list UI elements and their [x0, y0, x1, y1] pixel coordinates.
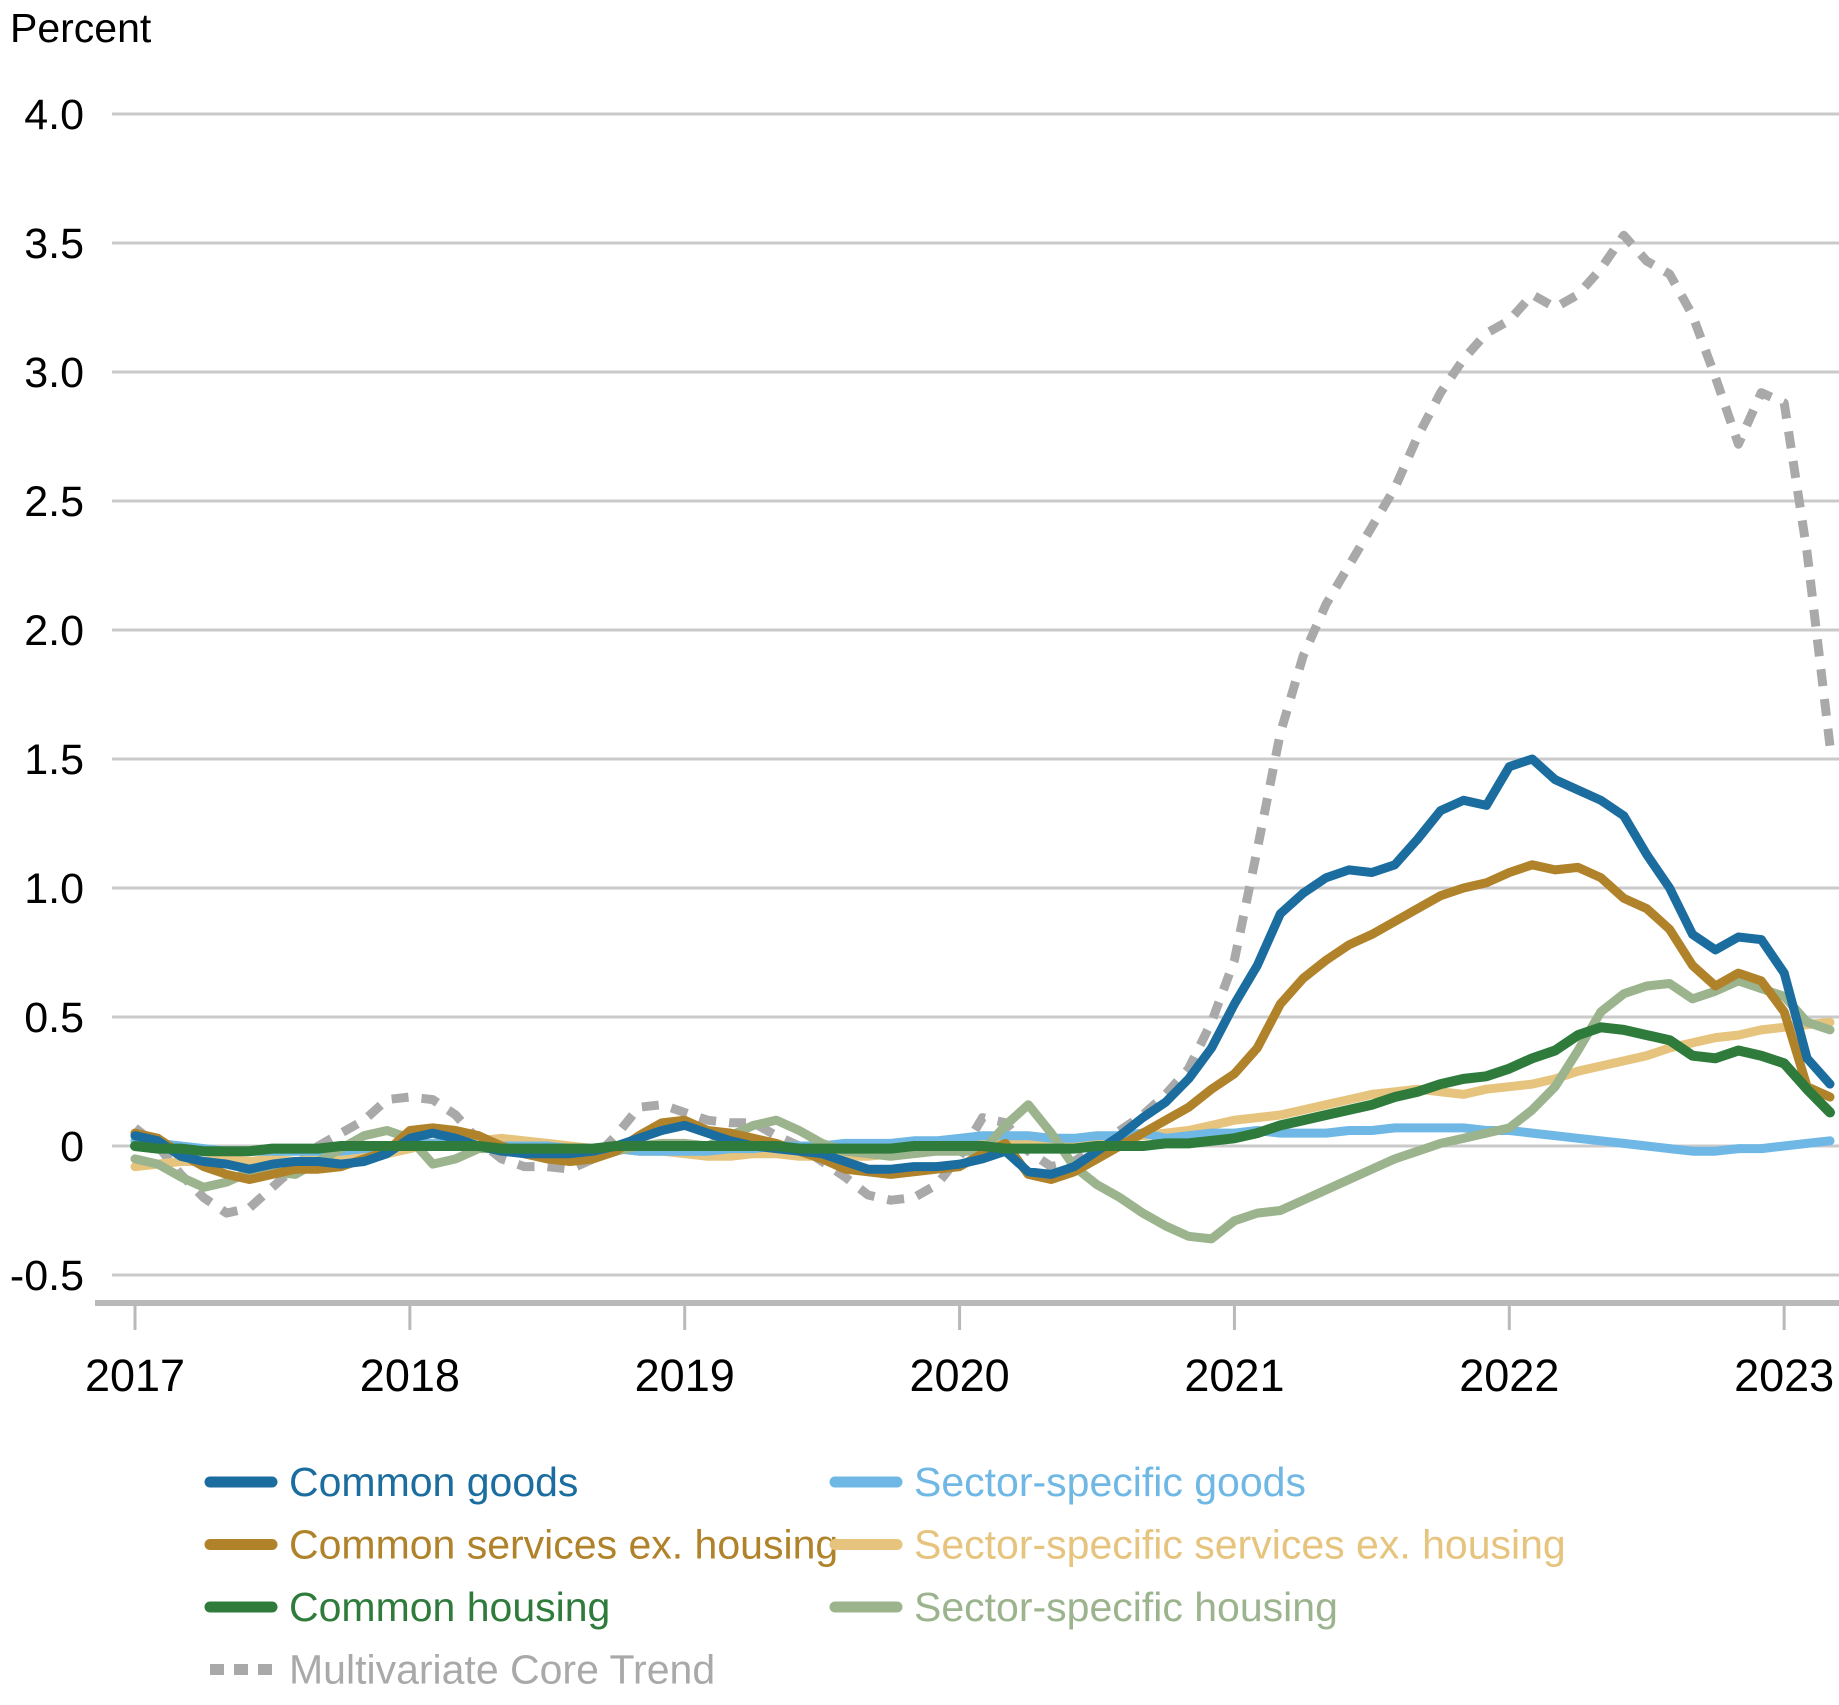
series-line-common_services: [130, 860, 1835, 1184]
y-axis-title: Percent: [10, 5, 152, 51]
y-tick-label: -0.5: [10, 1252, 84, 1300]
series-line-common_goods: [130, 754, 1835, 1179]
series-line-sector_housing: [130, 976, 1835, 1244]
y-tick-label: 3.0: [24, 349, 84, 397]
legend-item-mct: Multivariate Core Trend: [210, 1647, 715, 1693]
y-tick-label: 3.5: [24, 220, 84, 268]
legend-label-sector_housing: Sector-specific housing: [914, 1584, 1338, 1630]
y-tick-label: 4.0: [24, 91, 84, 139]
series-line-mct: [132, 230, 1835, 1218]
legend: Common goods Sector-specific goods Common …: [204, 1459, 1566, 1693]
x-tick-label: 2022: [1459, 1350, 1559, 1401]
legend-item-common_services: Common services ex. housing: [204, 1522, 838, 1568]
x-tick-label: 2019: [635, 1350, 735, 1401]
y-tick-label: 1.0: [24, 865, 84, 913]
legend-item-common_goods: Common goods: [204, 1459, 578, 1505]
legend-item-sector_housing: Sector-specific housing: [829, 1584, 1338, 1630]
legend-label-common_housing: Common housing: [289, 1584, 610, 1630]
legend-item-sector_services: Sector-specific services ex. housing: [829, 1522, 1566, 1568]
y-tick-label: 0.5: [24, 994, 84, 1042]
legend-label-sector_services: Sector-specific services ex. housing: [914, 1522, 1566, 1568]
x-tick-label: 2017: [85, 1350, 185, 1401]
x-tick-label: 2023: [1734, 1350, 1834, 1401]
y-tick-label: 0: [60, 1123, 84, 1171]
legend-label-sector_goods: Sector-specific goods: [914, 1459, 1306, 1505]
legend-item-sector_goods: Sector-specific goods: [829, 1459, 1306, 1505]
series-line-common_housing: [130, 1022, 1835, 1157]
legend-item-common_housing: Common housing: [204, 1584, 610, 1630]
x-tick-label: 2020: [910, 1350, 1010, 1401]
x-tick-label: 2018: [360, 1350, 460, 1401]
y-tick-label: 1.5: [24, 736, 84, 784]
legend-label-common_goods: Common goods: [289, 1459, 578, 1505]
x-tick-label: 2021: [1184, 1350, 1284, 1401]
legend-label-mct: Multivariate Core Trend: [289, 1647, 715, 1693]
y-tick-label: 2.0: [24, 607, 84, 655]
legend-label-common_services: Common services ex. housing: [289, 1522, 838, 1568]
y-tick-label: 2.5: [24, 478, 84, 526]
